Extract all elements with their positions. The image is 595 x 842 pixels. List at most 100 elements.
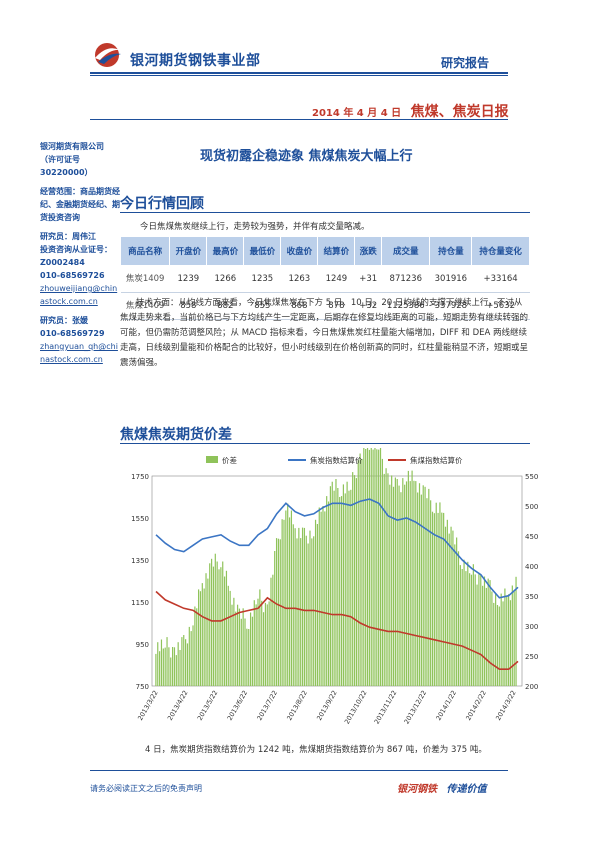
- spread-bar: [361, 458, 363, 686]
- spread-bar: [175, 655, 177, 686]
- spread-bar: [203, 588, 205, 686]
- right-tick-label: 500: [525, 503, 538, 511]
- right-tick-label: 550: [525, 473, 538, 481]
- left-tick-label: 1150: [131, 599, 149, 607]
- spread-bar: [225, 570, 228, 686]
- spread-bar: [322, 506, 324, 686]
- col-header: 最低价: [243, 236, 282, 266]
- x-tick-label: 2013/7/22: [255, 689, 279, 722]
- spread-bar: [409, 481, 411, 686]
- right-tick-label: 450: [525, 533, 538, 541]
- spread-bar: [428, 488, 430, 686]
- spread-bar: [157, 642, 159, 686]
- spread-bar: [279, 539, 281, 686]
- spread-bar: [212, 566, 215, 686]
- spread-bar: [207, 578, 209, 686]
- spread-bar: [346, 481, 348, 686]
- spread-bar: [285, 510, 287, 686]
- right-tick-label: 300: [525, 623, 538, 631]
- spread-bar: [311, 538, 313, 686]
- spread-bar: [186, 643, 189, 686]
- spread-bar: [326, 496, 328, 686]
- spread-bar: [489, 580, 491, 686]
- spread-bar: [422, 485, 424, 686]
- spread-bar: [253, 600, 255, 686]
- spread-bar: [392, 486, 395, 686]
- cell: +33164: [471, 265, 530, 293]
- spread-bar: [482, 585, 484, 686]
- spread-bar: [194, 606, 196, 686]
- left-tick-label: 750: [136, 683, 149, 691]
- spread-bar: [309, 530, 311, 686]
- spread-bar: [233, 597, 235, 686]
- spread-bar: [470, 574, 473, 686]
- x-tick-label: 2013/11/22: [373, 689, 399, 725]
- spread-bar: [196, 608, 198, 686]
- spread-bar: [300, 538, 302, 686]
- spread-bar: [498, 606, 500, 686]
- report-type: 研究报告: [441, 56, 490, 70]
- spread-bar: [324, 511, 326, 686]
- x-tick-label: 2013/6/22: [226, 689, 250, 722]
- spread-bar: [181, 637, 183, 686]
- sidebar-company: 银河期货有限公司 （许可证号 30220000）: [40, 140, 120, 179]
- spread-bar: [335, 479, 337, 686]
- x-tick-label: 2014/3/22: [494, 689, 518, 722]
- spread-bar: [352, 472, 354, 686]
- spread-bar: [456, 537, 458, 686]
- spread-bar: [257, 598, 259, 686]
- left-tick-label: 950: [136, 641, 149, 649]
- right-tick-label: 200: [525, 683, 538, 691]
- spread-bar: [474, 574, 476, 686]
- col-header: 持仓量变化: [471, 236, 530, 266]
- spread-bar: [504, 588, 506, 686]
- spread-bar: [192, 625, 194, 686]
- spread-bar: [435, 502, 437, 686]
- spread-bar: [363, 448, 365, 686]
- cell: 1266: [206, 265, 244, 293]
- spread-bar: [495, 593, 497, 686]
- spread-bar: [240, 618, 242, 686]
- spread-bar: [179, 650, 181, 686]
- spread-bar: [248, 629, 250, 686]
- spread-bar: [320, 511, 322, 686]
- spread-bar: [298, 527, 300, 686]
- spread-bar: [329, 486, 332, 686]
- spread-bar: [398, 485, 400, 686]
- footer-brand: 银河钢铁 传递价值: [397, 780, 486, 795]
- spread-bar: [485, 587, 487, 686]
- researcher-email-link[interactable]: zhangyuan_qh@chinastock.com.cn: [40, 342, 118, 364]
- researcher-name: 研究员：张媛: [40, 316, 88, 325]
- cell: 1125386: [381, 292, 430, 320]
- spread-bar: [378, 449, 380, 686]
- spread-bar: [261, 600, 263, 686]
- coal-index-line: [155, 590, 519, 670]
- spread-bar: [264, 602, 267, 686]
- spread-bar: [402, 478, 404, 686]
- researcher-phone: 010-68569726: [40, 271, 105, 280]
- spread-bar: [431, 511, 434, 686]
- spread-bar: [459, 565, 461, 686]
- spread-bar: [164, 647, 166, 686]
- company-label: 银河期货有限公司: [40, 142, 104, 151]
- spread-bar: [342, 484, 344, 686]
- spread-bar: [303, 527, 306, 686]
- spread-bar: [209, 563, 211, 686]
- spread-bar: [376, 449, 378, 686]
- spread-bar: [496, 605, 499, 686]
- researcher-email-link[interactable]: zhouweijiang@chinastock.com.cn: [40, 284, 118, 306]
- spread-bar: [365, 449, 367, 686]
- sidebar-scope: 经营范围：商品期货经纪、金融期货经纪、期货投资咨询: [40, 187, 120, 222]
- spread-bar: [426, 498, 428, 686]
- spread-bar: [266, 604, 268, 686]
- spread-bar: [344, 493, 346, 686]
- license-label: （许可证号 30220000）: [40, 155, 93, 177]
- spread-bar: [290, 510, 293, 686]
- spread-bar: [418, 483, 421, 686]
- spread-bar: [483, 576, 486, 686]
- researcher-name: 研究员：周伟江: [40, 232, 96, 241]
- spread-bar: [502, 601, 504, 686]
- col-header: 开盘价: [169, 236, 208, 266]
- sidebar-researcher-1: 研究员：周伟江 投资咨询从业证号： Z0002484 010-68569726 …: [40, 230, 120, 308]
- spread-bar: [283, 519, 285, 686]
